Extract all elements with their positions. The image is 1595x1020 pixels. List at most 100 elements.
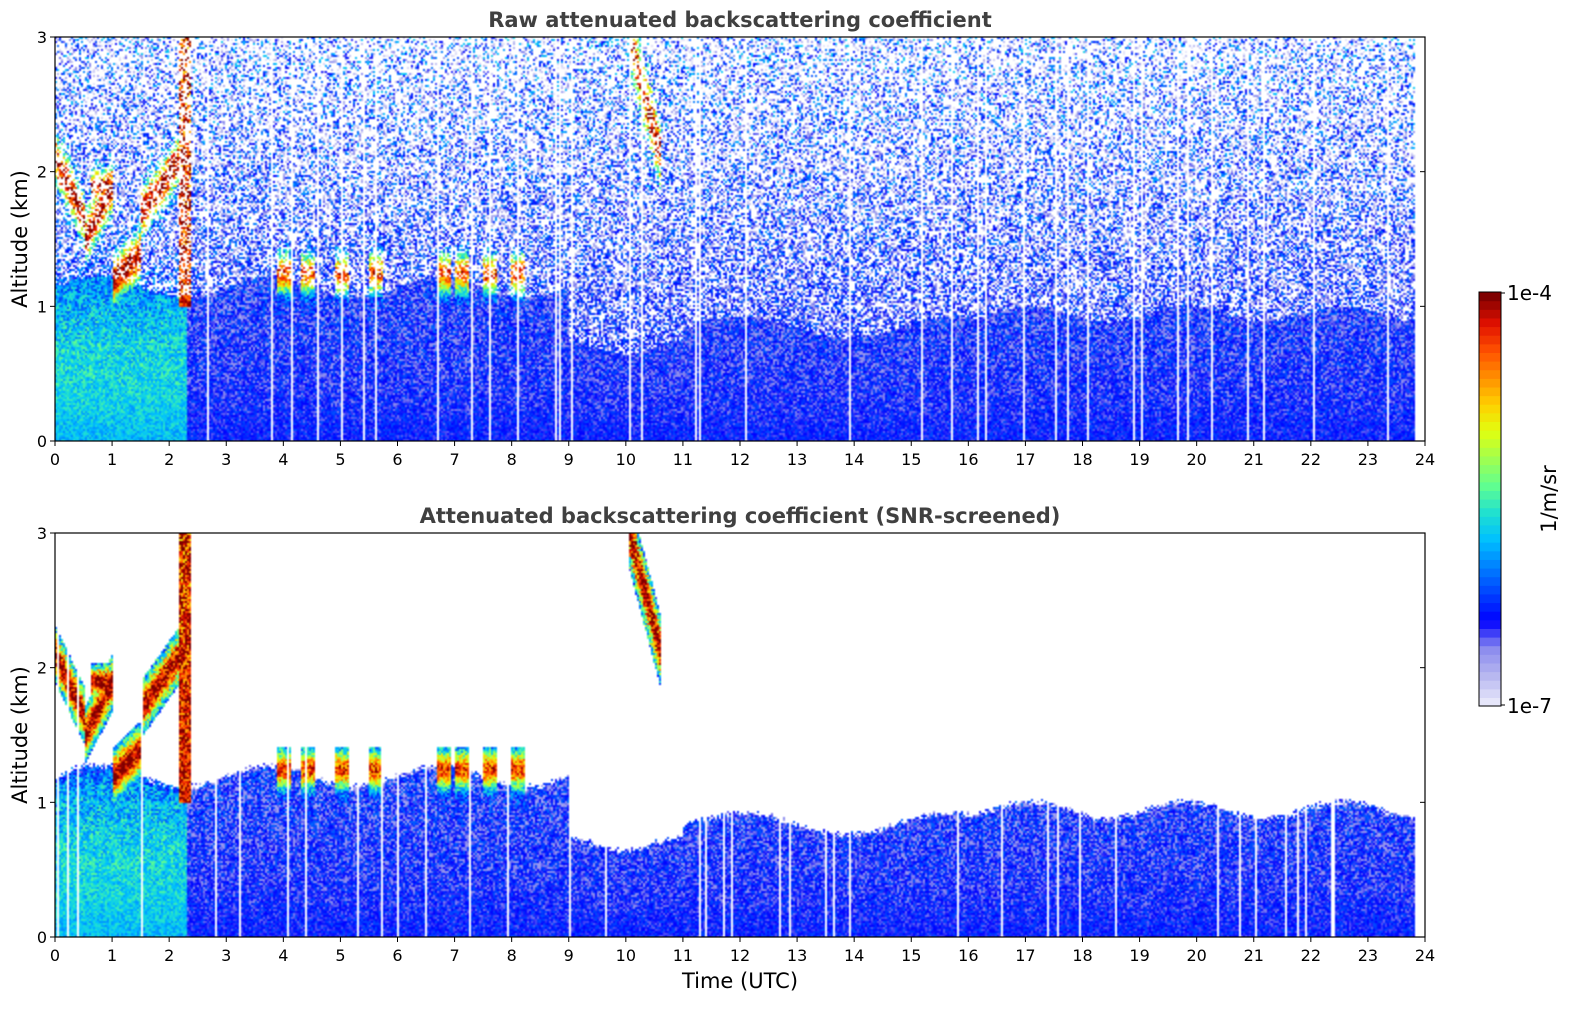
x-tick-label: 2 — [164, 450, 174, 469]
colorbar-step — [1479, 404, 1501, 414]
colorbar-min-label: 1e-7 — [1507, 694, 1552, 718]
x-tick-label: 3 — [221, 946, 231, 965]
colorbar-step — [1479, 438, 1501, 448]
colorbar-step — [1479, 473, 1501, 483]
colorbar-step — [1479, 680, 1501, 690]
x-tick-label: 4 — [278, 450, 288, 469]
colorbar-step — [1479, 343, 1501, 353]
x-tick-label: 8 — [507, 946, 517, 965]
panel-raw-x-ticks: 0 1 2 3 4 5 6 7 8 9 10 11 12 13 14 15 16 17 18 19 20 21 22 23 24 — [50, 441, 1435, 469]
colorbar-step — [1479, 533, 1501, 543]
colorbar-step — [1479, 585, 1501, 595]
panel-raw-y-ticks: 0 1 2 3 — [37, 28, 1425, 451]
colorbar-step — [1479, 697, 1501, 707]
y-tick-label: 3 — [37, 524, 47, 543]
x-tick-label: 5 — [335, 946, 345, 965]
panel-raw-ylabel: Altitude (km) — [8, 170, 32, 308]
colorbar-step — [1479, 386, 1501, 397]
colorbar-step — [1479, 568, 1501, 578]
colorbar-step — [1479, 542, 1501, 552]
x-tick-label: 14 — [844, 946, 864, 965]
colorbar-step — [1479, 507, 1501, 517]
colorbar-step — [1479, 300, 1501, 310]
colorbar-step — [1479, 361, 1501, 371]
x-axis-label: Time (UTC) — [681, 969, 798, 993]
colorbar-step — [1479, 490, 1501, 500]
y-tick-label: 0 — [37, 928, 47, 947]
colorbar-max-label: 1e-4 — [1507, 281, 1552, 305]
x-tick-label: 24 — [1415, 946, 1435, 965]
colorbar-frame — [1478, 291, 1502, 707]
colorbar-step — [1479, 654, 1501, 664]
x-tick-label: 18 — [1072, 450, 1092, 469]
x-tick-label: 7 — [449, 946, 459, 965]
x-tick-label: 10 — [616, 450, 636, 469]
x-tick-label: 14 — [844, 450, 864, 469]
colorbar-step — [1479, 378, 1501, 388]
colorbar-step — [1479, 516, 1501, 526]
colorbar-step — [1479, 576, 1501, 586]
x-tick-label: 6 — [392, 946, 402, 965]
colorbar-step — [1479, 637, 1501, 647]
x-tick-label: 10 — [616, 946, 636, 965]
colorbar-step — [1479, 662, 1501, 673]
x-tick-label: 4 — [278, 946, 288, 965]
x-tick-label: 16 — [958, 450, 978, 469]
x-tick-label: 17 — [1015, 450, 1035, 469]
x-tick-label: 15 — [901, 450, 921, 469]
x-tick-label: 2 — [164, 946, 174, 965]
colorbar-step — [1479, 326, 1501, 336]
x-tick-label: 8 — [507, 450, 517, 469]
colorbar-step — [1479, 688, 1501, 698]
x-tick-label: 18 — [1072, 946, 1092, 965]
x-tick-label: 11 — [673, 450, 693, 469]
panel-raw: Raw attenuated backscattering coefficien… — [8, 8, 1435, 469]
panel-raw-title: Raw attenuated backscattering coefficien… — [488, 8, 992, 32]
colorbar-step — [1479, 395, 1501, 405]
colorbar-step — [1479, 335, 1501, 345]
colorbar-step — [1479, 524, 1501, 535]
x-tick-label: 23 — [1358, 450, 1378, 469]
colorbar-step — [1479, 430, 1501, 440]
panel-screened: Attenuated backscattering coefficient (S… — [8, 504, 1435, 993]
panel-raw-heatmap — [55, 37, 1425, 441]
colorbar: 1e-4 1e-7 1/m/sr — [1478, 281, 1561, 718]
colorbar-step — [1479, 369, 1501, 379]
colorbar-step — [1479, 421, 1501, 431]
x-tick-label: 9 — [564, 946, 574, 965]
colorbar-step — [1479, 645, 1501, 655]
panel-screened-y-ticks: 0 1 2 3 — [37, 524, 1425, 947]
x-tick-label: 15 — [901, 946, 921, 965]
y-tick-label: 3 — [37, 28, 47, 47]
colorbar-step — [1479, 412, 1501, 422]
colorbar-step — [1479, 602, 1501, 612]
x-tick-label: 5 — [335, 450, 345, 469]
x-tick-label: 0 — [50, 946, 60, 965]
x-tick-label: 6 — [392, 450, 402, 469]
panel-screened-ylabel: Altitude (km) — [8, 666, 32, 804]
x-tick-label: 23 — [1358, 946, 1378, 965]
panel-screened-title: Attenuated backscattering coefficient (S… — [420, 504, 1061, 528]
x-tick-label: 11 — [673, 946, 693, 965]
x-tick-label: 9 — [564, 450, 574, 469]
x-tick-label: 19 — [1129, 450, 1149, 469]
x-tick-label: 19 — [1129, 946, 1149, 965]
colorbar-step — [1479, 628, 1501, 638]
y-tick-label: 2 — [37, 659, 47, 678]
colorbar-step — [1479, 455, 1501, 466]
colorbar-label: 1/m/sr — [1537, 465, 1561, 533]
x-tick-label: 12 — [730, 946, 750, 965]
x-tick-label: 3 — [221, 450, 231, 469]
x-tick-label: 24 — [1415, 450, 1435, 469]
colorbar-step — [1479, 499, 1501, 509]
x-tick-label: 16 — [958, 946, 978, 965]
x-tick-label: 0 — [50, 450, 60, 469]
colorbar-step — [1479, 447, 1501, 457]
x-tick-label: 20 — [1186, 450, 1206, 469]
colorbar-step — [1479, 352, 1501, 362]
x-tick-label: 12 — [730, 450, 750, 469]
colorbar-step — [1479, 481, 1501, 491]
x-tick-label: 22 — [1301, 946, 1321, 965]
x-tick-label: 22 — [1301, 450, 1321, 469]
